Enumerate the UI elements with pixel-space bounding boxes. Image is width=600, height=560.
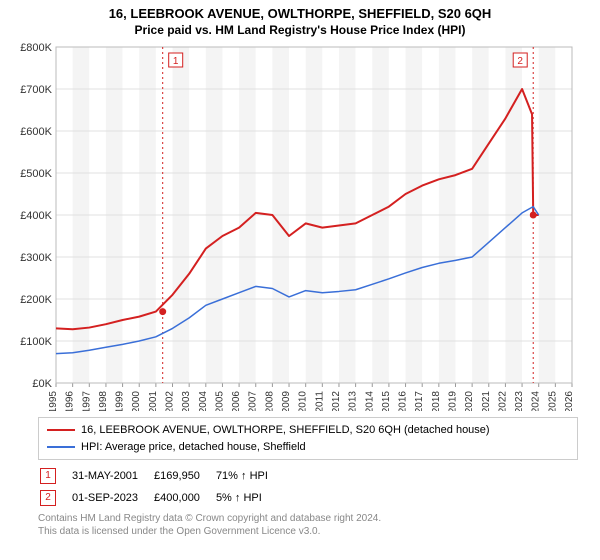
marker-date: 01-SEP-2023 xyxy=(72,488,152,508)
svg-text:1: 1 xyxy=(173,56,179,67)
svg-text:2012: 2012 xyxy=(331,391,342,411)
svg-text:2019: 2019 xyxy=(447,391,458,411)
svg-text:2004: 2004 xyxy=(198,391,209,411)
svg-text:2005: 2005 xyxy=(214,391,225,411)
legend-label: HPI: Average price, detached house, Shef… xyxy=(81,439,306,456)
svg-text:2003: 2003 xyxy=(181,391,192,411)
svg-text:2015: 2015 xyxy=(381,391,392,411)
svg-text:2006: 2006 xyxy=(231,391,242,411)
svg-text:£0K: £0K xyxy=(32,378,52,390)
svg-text:£400K: £400K xyxy=(20,210,52,222)
legend-label: 16, LEEBROOK AVENUE, OWLTHORPE, SHEFFIEL… xyxy=(81,422,490,439)
chart-svg: £0K £100K £200K £300K £400K £500K £600K £700K £8… xyxy=(10,43,590,411)
price-chart: £0K £100K £200K £300K £400K £500K £600K £700K £8… xyxy=(10,43,590,411)
svg-text:£200K: £200K xyxy=(20,294,52,306)
sale-markers-table: 1 31-MAY-2001£169,95071% ↑ HPI 2 01-SEP-202… xyxy=(38,464,284,510)
svg-text:2026: 2026 xyxy=(564,391,575,411)
attribution: Contains HM Land Registry data © Crown c… xyxy=(38,512,578,538)
svg-text:1998: 1998 xyxy=(98,391,109,411)
marker-delta: 5% ↑ HPI xyxy=(216,488,282,508)
svg-text:2010: 2010 xyxy=(298,391,309,411)
svg-text:2025: 2025 xyxy=(547,391,558,411)
table-row: 2 01-SEP-2023£400,0005% ↑ HPI xyxy=(40,488,282,508)
legend-item: 16, LEEBROOK AVENUE, OWLTHORPE, SHEFFIEL… xyxy=(47,422,569,439)
legend: 16, LEEBROOK AVENUE, OWLTHORPE, SHEFFIEL… xyxy=(38,417,578,460)
svg-text:2009: 2009 xyxy=(281,391,292,411)
marker-badge: 1 xyxy=(40,468,56,484)
page-title: 16, LEEBROOK AVENUE, OWLTHORPE, SHEFFIEL… xyxy=(10,6,590,21)
svg-text:1997: 1997 xyxy=(81,391,92,411)
svg-text:2013: 2013 xyxy=(348,391,359,411)
svg-text:£800K: £800K xyxy=(20,43,52,54)
svg-text:£500K: £500K xyxy=(20,168,52,180)
attribution-line: This data is licensed under the Open Gov… xyxy=(38,525,578,538)
svg-text:2001: 2001 xyxy=(148,391,159,411)
svg-text:2011: 2011 xyxy=(314,391,325,411)
svg-text:2022: 2022 xyxy=(497,391,508,411)
svg-text:2007: 2007 xyxy=(248,391,259,411)
svg-text:2023: 2023 xyxy=(514,391,525,411)
svg-text:2: 2 xyxy=(517,56,523,67)
svg-text:2014: 2014 xyxy=(364,391,375,411)
marker-price: £169,950 xyxy=(154,466,214,486)
table-row: 1 31-MAY-2001£169,95071% ↑ HPI xyxy=(40,466,282,486)
svg-text:1996: 1996 xyxy=(65,391,76,411)
svg-text:2020: 2020 xyxy=(464,391,475,411)
marker-price: £400,000 xyxy=(154,488,214,508)
svg-text:2021: 2021 xyxy=(481,391,492,411)
svg-text:2024: 2024 xyxy=(531,391,542,411)
svg-text:£700K: £700K xyxy=(20,84,52,96)
legend-item: HPI: Average price, detached house, Shef… xyxy=(47,439,569,456)
svg-text:2008: 2008 xyxy=(264,391,275,411)
legend-swatch xyxy=(47,446,75,448)
marker-badge: 2 xyxy=(40,490,56,506)
svg-text:2000: 2000 xyxy=(131,391,142,411)
svg-text:£600K: £600K xyxy=(20,126,52,138)
attribution-line: Contains HM Land Registry data © Crown c… xyxy=(38,512,578,525)
marker-delta: 71% ↑ HPI xyxy=(216,466,282,486)
svg-text:2002: 2002 xyxy=(165,391,176,411)
page-subtitle: Price paid vs. HM Land Registry's House … xyxy=(10,23,590,37)
svg-text:£100K: £100K xyxy=(20,336,52,348)
svg-text:1995: 1995 xyxy=(48,391,59,411)
legend-swatch xyxy=(47,429,75,431)
svg-text:2017: 2017 xyxy=(414,391,425,411)
svg-text:£300K: £300K xyxy=(20,252,52,264)
svg-text:2016: 2016 xyxy=(398,391,409,411)
svg-text:2018: 2018 xyxy=(431,391,442,411)
svg-text:1999: 1999 xyxy=(115,391,126,411)
marker-date: 31-MAY-2001 xyxy=(72,466,152,486)
